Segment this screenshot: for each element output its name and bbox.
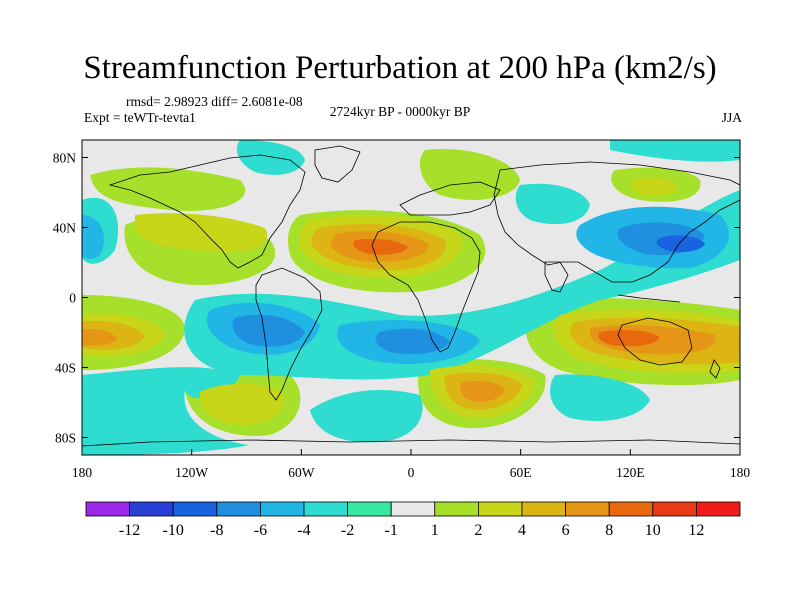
period-label: 2724kyr BP - 0000kyr BP [329,104,471,119]
lat-label: 40N [53,221,77,236]
lat-label: 0 [69,291,76,306]
colorbar: -12 -10 -8 -6 -4 -2 -1 1 2 4 6 8 10 12 [85,501,741,539]
colorbar-swatch [85,501,130,517]
lat-label: 80S [55,431,76,446]
colorbar-label: -6 [254,522,267,539]
colorbar-swatch [477,501,523,517]
lon-label: 180 [72,465,93,480]
colorbar-swatch [129,501,174,517]
colorbar-label: 2 [474,522,482,539]
colorbar-label: -4 [297,522,310,539]
axis-ticks [81,157,741,455]
colorbar-swatch [652,501,697,517]
lon-label: 120E [616,465,645,480]
colorbar-label: 1 [431,522,439,539]
lon-label: 180 [730,465,751,480]
colorbar-label: 4 [518,522,526,539]
colorbar-swatch [434,501,479,517]
lon-label: 0 [408,465,415,480]
colorbar-swatch [172,501,218,517]
colorbar-swatch [347,501,392,517]
colorbar-swatch [608,501,654,517]
colorbar-swatch [521,501,566,517]
lon-label: 120W [175,465,208,480]
coastlines [82,145,740,447]
season-label: JJA [721,110,742,125]
colorbar-swatch [216,501,261,517]
colorbar-swatch [259,501,305,517]
colorbar-label: -12 [119,522,140,539]
rmsd-stats: rmsd= 2.98923 diff= 2.6081e-08 [126,94,303,109]
colorbar-swatch [303,501,348,517]
plot-title: Streamfunction Perturbation at 200 hPa (… [83,50,717,86]
colorbar-label: 10 [645,522,661,539]
colorbar-label: 6 [562,522,570,539]
colorbar-label: -10 [163,522,184,539]
colorbar-swatch [565,501,610,517]
colorbar-label: 8 [605,522,613,539]
lon-label: 60E [510,465,532,480]
lat-label: 80N [53,151,77,166]
lon-label: 60W [288,465,315,480]
colorbar-label: -8 [210,522,223,539]
experiment-label: Expt = teWTr-tevta1 [84,110,196,125]
lat-label: 40S [55,361,76,376]
colorbar-label: -1 [385,522,398,539]
colorbar-swatch [390,501,436,517]
colorbar-swatch [696,501,741,517]
colorbar-label: 12 [688,522,704,539]
colorbar-label: -2 [341,522,354,539]
